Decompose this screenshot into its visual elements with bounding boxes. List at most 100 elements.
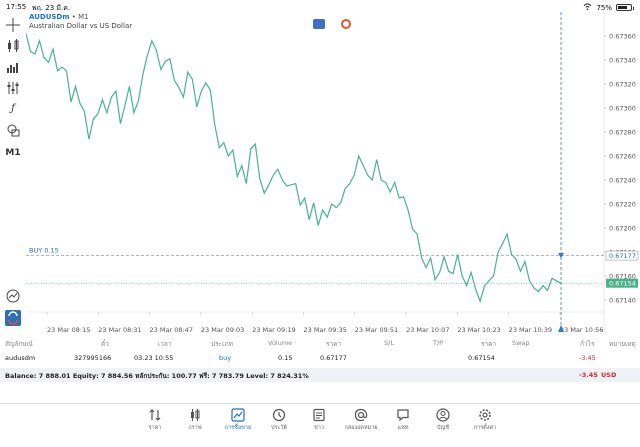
time-tick-label: 23 Mar 08:15 bbox=[47, 326, 90, 334]
price-tick-label: 0.67360 bbox=[609, 33, 636, 41]
time-tick-label: 23 Mar 08:47 bbox=[150, 326, 193, 334]
trade-signal-icon[interactable] bbox=[5, 288, 21, 304]
price-tick-label: 0.67200 bbox=[609, 225, 636, 233]
positions-header: สัญลักษณ์ ตั๋ว เวลา ประเภท Volume ราคา S… bbox=[0, 337, 640, 349]
function-icon[interactable]: ƒ bbox=[11, 103, 15, 114]
settings-icon bbox=[479, 409, 491, 421]
tab-history[interactable]: ประวัติ bbox=[259, 408, 299, 432]
price-tick-label: 0.67140 bbox=[609, 297, 636, 305]
total-profit: -3.45 bbox=[579, 371, 598, 379]
header-open-price: ราคา bbox=[326, 340, 342, 348]
trade-price-tag: 0.67177 bbox=[605, 250, 639, 261]
battery-percent: 75% bbox=[596, 3, 612, 12]
tab-settings[interactable]: การตั้งค่า bbox=[465, 408, 505, 432]
bid-price-tag: 0.67154 bbox=[606, 278, 638, 288]
tab-chart-label: กราฟ bbox=[188, 425, 202, 431]
quotes-icon bbox=[149, 409, 161, 421]
bottom-tab-bar: ราคา กราฟ การซื้อขาย ประวัติ ข่าว กล่องจ… bbox=[0, 403, 640, 447]
one-click-trading-icon[interactable] bbox=[5, 310, 21, 326]
one-click-icon[interactable] bbox=[341, 19, 351, 29]
tab-quotes[interactable]: ราคา bbox=[135, 408, 175, 432]
header-sl: S/L bbox=[384, 339, 394, 347]
status-bar: 17:55 พฤ. 23 มี.ค. 75% bbox=[0, 0, 640, 14]
tab-chart[interactable]: กราฟ bbox=[175, 408, 215, 432]
battery-icon bbox=[616, 4, 634, 11]
account-currency: USD bbox=[601, 371, 617, 379]
account-summary-bar: Balance: 7 888.01 Equity: 7 884.56 หลักป… bbox=[0, 368, 640, 382]
account-summary: Balance: 7 888.01 Equity: 7 884.56 หลักป… bbox=[5, 372, 309, 380]
time-tick-label: 23 Mar 09:35 bbox=[304, 326, 347, 334]
header-volume: Volume bbox=[268, 339, 293, 347]
account-icon bbox=[436, 408, 450, 422]
price-tick-label: 0.67320 bbox=[609, 81, 636, 89]
trade-panel-icon[interactable] bbox=[313, 19, 325, 29]
symbol-description: Australian Dollar vs US Dollar bbox=[29, 22, 133, 30]
clock: 17:55 bbox=[6, 3, 27, 11]
tab-account-label: บัญชี bbox=[437, 425, 449, 431]
price-tick-label: 0.67260 bbox=[609, 153, 636, 161]
tab-trade[interactable]: การซื้อขาย bbox=[218, 408, 258, 432]
wifi-icon bbox=[583, 3, 592, 12]
position-ticket: 327995166 bbox=[74, 354, 112, 362]
tab-news[interactable]: ข่าว bbox=[299, 408, 339, 432]
price-chart[interactable]: 0.67360 0.67340 0.67320 0.67300 0.67280 0.672… bbox=[26, 12, 640, 334]
position-current-price: 0.67154 bbox=[468, 354, 495, 362]
position-time: 03.23 10:55 bbox=[134, 354, 174, 362]
time-cursor-marker[interactable] bbox=[558, 325, 564, 332]
price-tick-label: 0.67160 bbox=[609, 273, 636, 281]
header-symbol: สัญลักษณ์ bbox=[5, 340, 33, 348]
timeframe-button[interactable]: M1 bbox=[5, 148, 21, 158]
price-series-line bbox=[26, 33, 562, 304]
header-type: ประเภท bbox=[211, 340, 233, 348]
tab-quotes-label: ราคา bbox=[148, 425, 162, 431]
position-profit: -3.45 bbox=[579, 354, 596, 362]
header-time: เวลา bbox=[158, 340, 172, 348]
header-ticket: ตั๋ว bbox=[101, 340, 109, 348]
trade-icon bbox=[231, 408, 245, 422]
shapes-icon[interactable] bbox=[5, 122, 21, 138]
price-tick-label: 0.67300 bbox=[609, 105, 636, 113]
tab-history-label: ประวัติ bbox=[270, 425, 288, 431]
time-tick-label: 23 Mar 10:39 bbox=[509, 326, 552, 334]
chat-icon bbox=[397, 409, 409, 422]
tab-settings-label: การตั้งค่า bbox=[473, 425, 497, 431]
position-type: buy bbox=[219, 354, 232, 362]
price-tick-label: 0.67220 bbox=[609, 201, 636, 209]
position-volume: 0.15 bbox=[278, 354, 293, 362]
indicator-settings-icon[interactable] bbox=[5, 80, 21, 96]
symbol-name[interactable]: AUDUSDm bbox=[29, 13, 70, 21]
history-icon bbox=[272, 408, 286, 422]
buy-order-label: BUY 0.15 bbox=[29, 247, 59, 255]
chart-toolbar: ƒ M1 bbox=[0, 12, 26, 334]
time-tick-label: 23 Mar 10:23 bbox=[457, 326, 500, 334]
tab-account[interactable]: บัญชี bbox=[423, 408, 463, 432]
volume-bars-icon[interactable] bbox=[5, 59, 21, 75]
chart-timeframe: M1 bbox=[78, 13, 89, 21]
mail-icon bbox=[354, 408, 368, 422]
header-comment: หมายเหตุ bbox=[609, 340, 636, 348]
header-tp: T/P bbox=[433, 339, 444, 347]
tab-mailbox[interactable]: กล่องจดหมาย bbox=[341, 408, 381, 432]
chart-type-icon[interactable] bbox=[5, 38, 21, 54]
time-axis: 23 Mar 08:15 23 Mar 08:31 23 Mar 08:47 23 M… bbox=[46, 312, 603, 334]
price-axis: 0.67360 0.67340 0.67320 0.67300 0.67280 0.672… bbox=[604, 33, 636, 305]
crosshair-icon[interactable] bbox=[5, 17, 21, 33]
time-tick-label: 23 Mar 10:56 bbox=[560, 326, 603, 334]
time-tick-label: 23 Mar 09:51 bbox=[355, 326, 398, 334]
tab-mailbox-label: กล่องจดหมาย bbox=[344, 425, 378, 431]
position-row[interactable]: audusdm 327995166 03.23 10:55 buy 0.15 0… bbox=[0, 352, 640, 364]
time-tick-label: 23 Mar 09:19 bbox=[252, 326, 295, 334]
time-tick-label: 23 Mar 10:07 bbox=[406, 326, 449, 334]
trade-price-label: 0.67177 bbox=[609, 252, 636, 260]
battery-level bbox=[618, 6, 627, 9]
header-swap: Swap bbox=[512, 339, 530, 347]
price-tick-label: 0.67240 bbox=[609, 177, 636, 185]
position-symbol: audusdm bbox=[5, 354, 36, 362]
candles-icon bbox=[191, 409, 200, 421]
position-open-price: 0.67177 bbox=[320, 354, 347, 362]
bid-price-label: 0.67154 bbox=[609, 280, 636, 288]
time-tick-label: 23 Mar 09:03 bbox=[201, 326, 244, 334]
price-tick-label: 0.67280 bbox=[609, 129, 636, 137]
tab-chat[interactable]: แชท bbox=[383, 408, 423, 432]
tab-trade-label: การซื้อขาย bbox=[224, 425, 252, 431]
